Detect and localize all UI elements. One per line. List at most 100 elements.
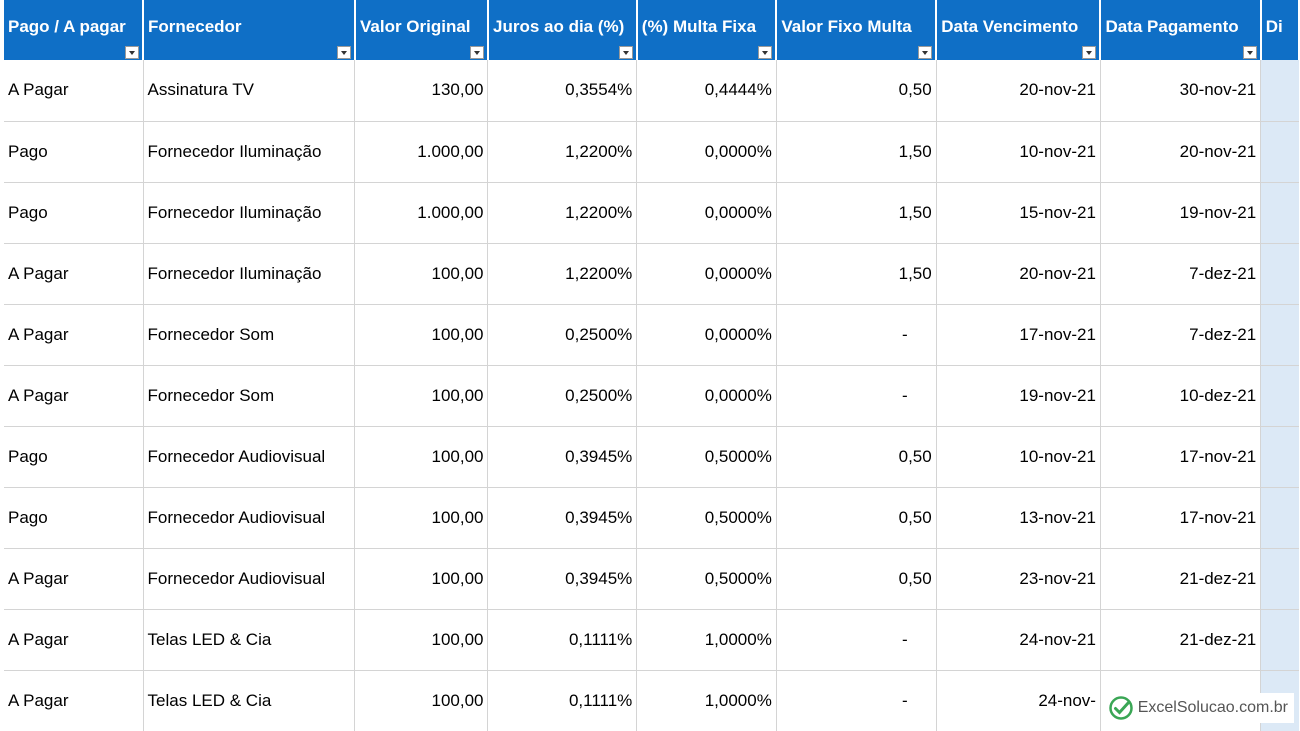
cell-supplier[interactable]: Fornecedor Audiovisual — [143, 426, 356, 488]
cell-payment-date[interactable]: 7-dez-21 — [1100, 304, 1262, 366]
cell-status[interactable]: A Pagar — [4, 548, 144, 610]
cell-original-value[interactable]: 100,00 — [354, 304, 489, 366]
cell-daily-interest[interactable]: 0,1111% — [487, 670, 638, 731]
filter-dropdown-icon[interactable] — [618, 46, 633, 59]
cell-fixed-fine-pct[interactable]: 0,0000% — [636, 304, 777, 366]
cell-payment-date[interactable]: 20-nov-21 — [1100, 121, 1262, 183]
cell-due-date[interactable]: 24-nov-21 — [936, 609, 1101, 671]
cell-fixed-fine-pct[interactable]: 1,0000% — [636, 670, 777, 731]
cell-original-value[interactable]: 100,00 — [354, 548, 489, 610]
cell-fixed-fine-value[interactable]: 0,50 — [776, 426, 937, 488]
cell-fixed-fine-pct[interactable]: 0,0000% — [636, 365, 777, 427]
cell-original-value[interactable]: 1.000,00 — [354, 121, 489, 183]
cell-status[interactable]: A Pagar — [4, 243, 144, 305]
cell-supplier[interactable]: Telas LED & Cia — [143, 609, 356, 671]
cell-next-col[interactable] — [1260, 182, 1299, 244]
cell-fixed-fine-pct[interactable]: 0,5000% — [636, 426, 777, 488]
cell-supplier[interactable]: Fornecedor Audiovisual — [143, 487, 356, 549]
cell-daily-interest[interactable]: 1,2200% — [487, 182, 638, 244]
cell-next-col[interactable] — [1260, 609, 1299, 671]
cell-due-date[interactable]: 10-nov-21 — [936, 426, 1101, 488]
cell-next-col[interactable] — [1260, 426, 1299, 488]
cell-supplier[interactable]: Fornecedor Iluminação — [143, 182, 356, 244]
cell-payment-date[interactable]: 7-dez-21 — [1100, 243, 1262, 305]
cell-next-col[interactable] — [1260, 365, 1299, 427]
cell-original-value[interactable]: 100,00 — [354, 426, 489, 488]
cell-due-date[interactable]: 19-nov-21 — [936, 365, 1101, 427]
cell-fixed-fine-value[interactable]: 1,50 — [776, 243, 937, 305]
cell-fixed-fine-pct[interactable]: 0,0000% — [636, 182, 777, 244]
filter-dropdown-icon[interactable] — [918, 46, 933, 59]
cell-status[interactable]: Pago — [4, 121, 144, 183]
filter-dropdown-icon[interactable] — [1082, 46, 1097, 59]
cell-payment-date[interactable]: 19-nov-21 — [1100, 182, 1262, 244]
cell-status[interactable]: A Pagar — [4, 365, 144, 427]
cell-payment-date[interactable]: 17-nov-21 — [1100, 487, 1262, 549]
cell-fixed-fine-pct[interactable]: 1,0000% — [636, 609, 777, 671]
cell-supplier[interactable]: Fornecedor Iluminação — [143, 243, 356, 305]
cell-daily-interest[interactable]: 0,1111% — [487, 609, 638, 671]
cell-status[interactable]: A Pagar — [4, 304, 144, 366]
cell-status[interactable]: A Pagar — [4, 670, 144, 731]
cell-daily-interest[interactable]: 0,2500% — [487, 304, 638, 366]
cell-fixed-fine-value[interactable]: 0,50 — [776, 548, 937, 610]
cell-fixed-fine-value[interactable]: 1,50 — [776, 182, 937, 244]
cell-due-date[interactable]: 23-nov-21 — [936, 548, 1101, 610]
filter-dropdown-icon[interactable] — [125, 46, 140, 59]
cell-fixed-fine-pct[interactable]: 0,4444% — [636, 60, 777, 122]
cell-due-date[interactable]: 17-nov-21 — [936, 304, 1101, 366]
cell-original-value[interactable]: 130,00 — [354, 60, 489, 122]
cell-fixed-fine-value[interactable]: - — [776, 365, 937, 427]
cell-supplier[interactable]: Assinatura TV — [143, 60, 356, 122]
cell-fixed-fine-value[interactable]: - — [776, 304, 937, 366]
cell-due-date[interactable]: 20-nov-21 — [936, 60, 1101, 122]
cell-original-value[interactable]: 100,00 — [354, 670, 489, 731]
cell-due-date[interactable]: 13-nov-21 — [936, 487, 1101, 549]
cell-supplier[interactable]: Fornecedor Iluminação — [143, 121, 356, 183]
cell-next-col[interactable] — [1260, 60, 1299, 122]
cell-fixed-fine-value[interactable]: 0,50 — [776, 60, 937, 122]
cell-original-value[interactable]: 1.000,00 — [354, 182, 489, 244]
cell-due-date[interactable]: 24-nov- — [936, 670, 1101, 731]
cell-due-date[interactable]: 15-nov-21 — [936, 182, 1101, 244]
filter-dropdown-icon[interactable] — [336, 46, 351, 59]
cell-fixed-fine-value[interactable]: 1,50 — [776, 121, 937, 183]
filter-dropdown-icon[interactable] — [1242, 46, 1257, 59]
filter-dropdown-icon[interactable] — [758, 46, 773, 59]
cell-daily-interest[interactable]: 1,2200% — [487, 121, 638, 183]
cell-supplier[interactable]: Telas LED & Cia — [143, 670, 356, 731]
cell-status[interactable]: A Pagar — [4, 60, 144, 122]
cell-payment-date[interactable]: 21-dez-21 — [1100, 609, 1262, 671]
cell-daily-interest[interactable]: 0,2500% — [487, 365, 638, 427]
cell-payment-date[interactable]: 17-nov-21 — [1100, 426, 1262, 488]
cell-original-value[interactable]: 100,00 — [354, 243, 489, 305]
cell-next-col[interactable] — [1260, 304, 1299, 366]
cell-daily-interest[interactable]: 0,3554% — [487, 60, 638, 122]
cell-original-value[interactable]: 100,00 — [354, 609, 489, 671]
cell-status[interactable]: Pago — [4, 182, 144, 244]
cell-daily-interest[interactable]: 0,3945% — [487, 548, 638, 610]
cell-fixed-fine-value[interactable]: 0,50 — [776, 487, 937, 549]
cell-supplier[interactable]: Fornecedor Som — [143, 365, 356, 427]
cell-status[interactable]: Pago — [4, 487, 144, 549]
cell-next-col[interactable] — [1260, 548, 1299, 610]
cell-payment-date[interactable]: 30-nov-21 — [1100, 60, 1262, 122]
cell-payment-date[interactable]: 10-dez-21 — [1100, 365, 1262, 427]
cell-status[interactable]: A Pagar — [4, 609, 144, 671]
cell-daily-interest[interactable]: 1,2200% — [487, 243, 638, 305]
cell-daily-interest[interactable]: 0,3945% — [487, 487, 638, 549]
cell-supplier[interactable]: Fornecedor Audiovisual — [143, 548, 356, 610]
cell-fixed-fine-pct[interactable]: 0,0000% — [636, 121, 777, 183]
cell-due-date[interactable]: 20-nov-21 — [936, 243, 1101, 305]
filter-dropdown-icon[interactable] — [469, 46, 484, 59]
cell-fixed-fine-value[interactable]: - — [776, 609, 937, 671]
cell-fixed-fine-value[interactable]: - — [776, 670, 937, 731]
cell-daily-interest[interactable]: 0,3945% — [487, 426, 638, 488]
cell-fixed-fine-pct[interactable]: 0,5000% — [636, 487, 777, 549]
cell-next-col[interactable] — [1260, 487, 1299, 549]
cell-fixed-fine-pct[interactable]: 0,0000% — [636, 243, 777, 305]
cell-payment-date[interactable]: 21-dez-21 — [1100, 548, 1262, 610]
cell-supplier[interactable]: Fornecedor Som — [143, 304, 356, 366]
cell-due-date[interactable]: 10-nov-21 — [936, 121, 1101, 183]
cell-fixed-fine-pct[interactable]: 0,5000% — [636, 548, 777, 610]
